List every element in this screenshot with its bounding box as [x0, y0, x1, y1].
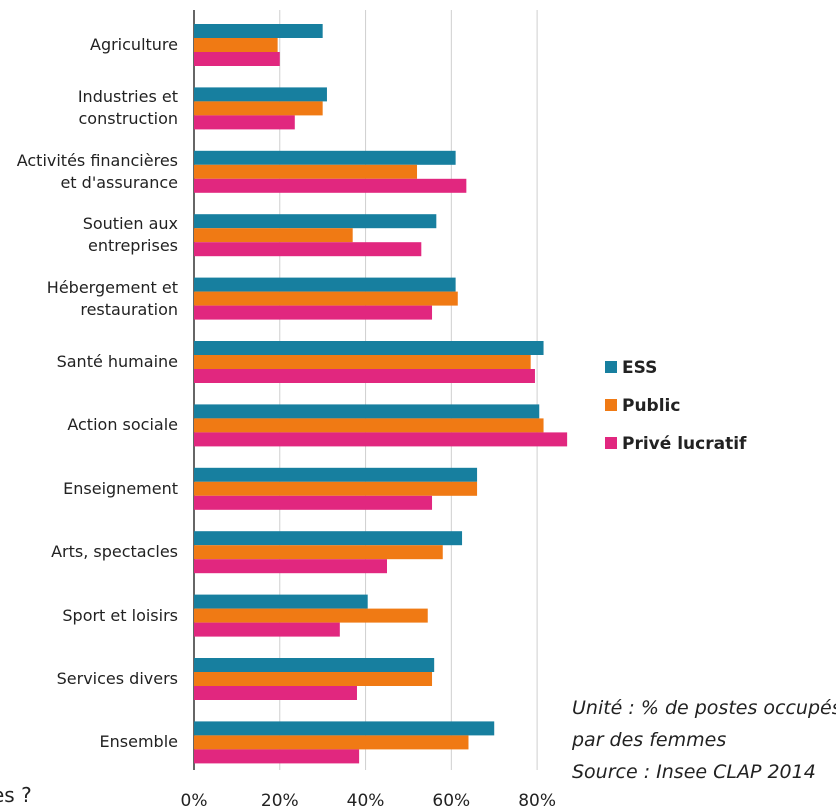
- bar: [194, 341, 544, 355]
- x-tick-label: 60%: [432, 791, 470, 809]
- y-tick-label: Agriculture: [90, 35, 178, 54]
- bar: [194, 545, 443, 560]
- bar: [194, 214, 437, 229]
- y-tick-label: Ensemble: [99, 732, 178, 752]
- annotation: par des femmes: [571, 729, 726, 751]
- x-tick-label: 80%: [518, 791, 556, 809]
- bar: [194, 658, 435, 672]
- y-tick-label: Santé humaine: [56, 352, 178, 371]
- bar: [194, 52, 280, 66]
- bar: [194, 721, 495, 736]
- y-tick-label: Services divers: [56, 669, 178, 688]
- bar: [194, 369, 535, 383]
- bar: [194, 418, 544, 433]
- bar: [194, 481, 478, 496]
- bar: [194, 404, 540, 419]
- bar: [194, 686, 357, 700]
- bar: [194, 305, 433, 320]
- y-tick-label: Sport et loisirs: [62, 605, 178, 625]
- bar: [194, 24, 323, 38]
- legend-swatch: [605, 399, 617, 411]
- x-tick-label: 40%: [347, 791, 385, 809]
- bar: [194, 594, 368, 609]
- x-tick-label: 0%: [181, 791, 208, 809]
- bar: [194, 291, 458, 306]
- bar: [194, 467, 478, 482]
- bar: [194, 531, 463, 546]
- y-tick-label: Enseignement: [63, 478, 178, 498]
- y-tick-label: Soutien aux entreprises: [82, 214, 178, 256]
- legend-swatch: [605, 437, 617, 449]
- bar: [194, 277, 456, 292]
- y-tick-label: Activités financières et d'assurance: [16, 150, 178, 192]
- bar: [194, 150, 456, 165]
- y-tick-label: Action sociale: [67, 415, 178, 435]
- bar: [194, 622, 340, 637]
- legend-swatch: [605, 361, 617, 373]
- annotation: Unité : % de postes occupés: [572, 697, 836, 719]
- y-tick-label: Hébergement et restauration: [46, 277, 178, 319]
- bar: [194, 608, 428, 623]
- bar: [194, 495, 433, 510]
- bar: [194, 242, 422, 257]
- bar: [194, 115, 295, 130]
- x-tick-label: 20%: [261, 791, 299, 809]
- bar: [194, 559, 387, 574]
- annotation: Source : Insee CLAP 2014: [572, 761, 816, 783]
- legend-label: Privé lucratif: [622, 434, 747, 454]
- bar: [194, 749, 360, 764]
- legend-label: Public: [622, 396, 680, 416]
- bar: [194, 735, 469, 750]
- annotation-fragment: es ?: [0, 783, 32, 807]
- y-tick-label: Industries et construction: [77, 87, 178, 129]
- bar: [194, 355, 531, 369]
- bar: [194, 672, 433, 686]
- bar: [194, 38, 278, 52]
- legend-label: ESS: [622, 358, 657, 378]
- bar: [194, 178, 467, 193]
- bar: [194, 228, 353, 243]
- bar: [194, 87, 327, 102]
- bar: [194, 164, 418, 179]
- bar: [194, 432, 568, 447]
- y-tick-label: Arts, spectacles: [51, 542, 178, 562]
- bar: [194, 101, 323, 116]
